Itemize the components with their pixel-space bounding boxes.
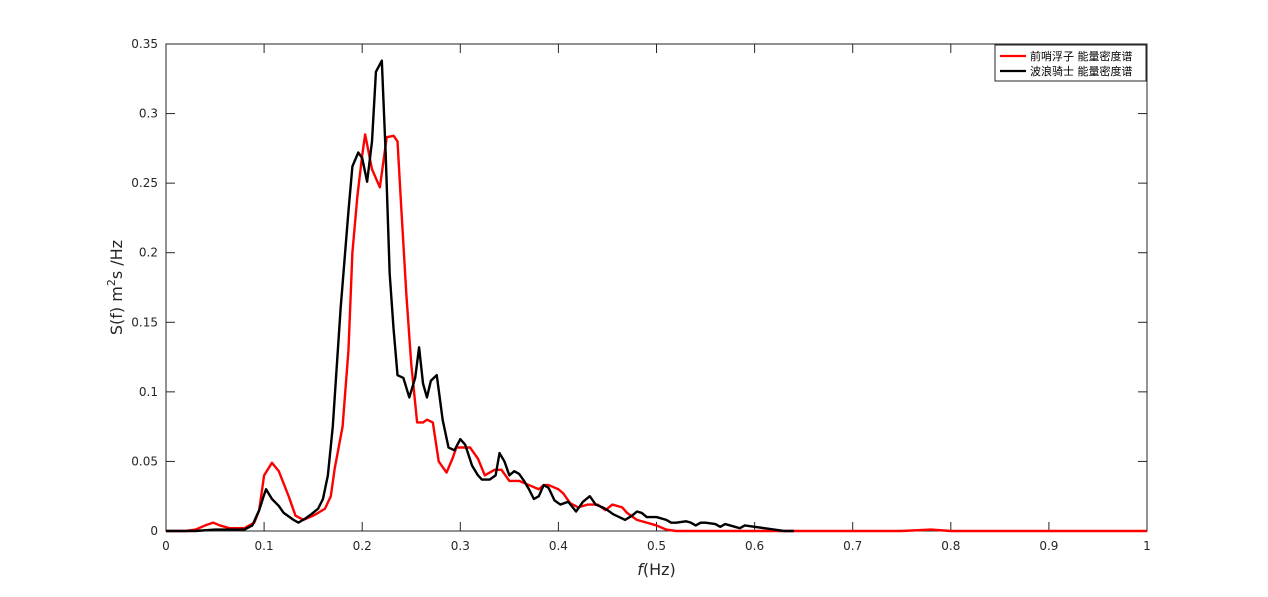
series-layer [166,59,1147,533]
legend-label-series-1: 前哨浮子 能量密度谱 [1030,49,1133,63]
x-tick-label: 1 [1143,539,1151,553]
legend-box [994,44,1147,82]
y-axis-label-suffix: s /Hz [107,240,126,279]
axes-box [165,43,1148,532]
plot-area [165,43,1148,532]
series-line-1 [166,133,1147,533]
y-tick-label: 0.35 [131,37,158,51]
y-axis-label-prefix: S(f) m [107,286,126,335]
x-tick-label: 0.6 [745,539,764,553]
y-axis-label-sup: 2 [105,279,118,286]
y-tick-label: 0.15 [131,315,158,329]
series-line-2 [166,59,794,533]
x-axis-label-italic: f [637,560,645,579]
x-tick-labels: 0 0.1 0.2 0.3 0.4 0.5 0.6 0.7 0.8 0.9 1 [162,539,1151,553]
y-tick-label: 0.25 [131,176,158,190]
x-tick-label: 0.7 [843,539,862,553]
y-tick-labels: 0 0.05 0.1 0.15 0.2 0.25 0.3 0.35 [131,37,158,538]
x-axis-label: f(Hz) [637,560,676,579]
x-tick-label: 0.3 [451,539,470,553]
x-tick-label: 0.4 [549,539,568,553]
x-tick-label: 0.1 [255,539,274,553]
x-tick-label: 0.2 [353,539,372,553]
x-tick-label: 0.9 [1039,539,1058,553]
y-axis-label: S(f) m2s /Hz [105,240,126,335]
y-tick-label: 0.1 [139,385,158,399]
y-tick-label: 0 [150,524,158,538]
x-axis-label-rest: (Hz) [643,560,676,579]
y-tick-label: 0.3 [139,107,158,121]
x-tick-label: 0.5 [647,539,666,553]
x-tick-label: 0.8 [941,539,960,553]
legend: 前哨浮子 能量密度谱 波浪骑士 能量密度谱 [994,44,1147,82]
x-tick-label: 0 [162,539,170,553]
legend-label-series-2: 波浪骑士 能量密度谱 [1030,64,1133,78]
y-tick-label: 0.05 [131,454,158,468]
y-tick-label: 0.2 [139,246,158,260]
